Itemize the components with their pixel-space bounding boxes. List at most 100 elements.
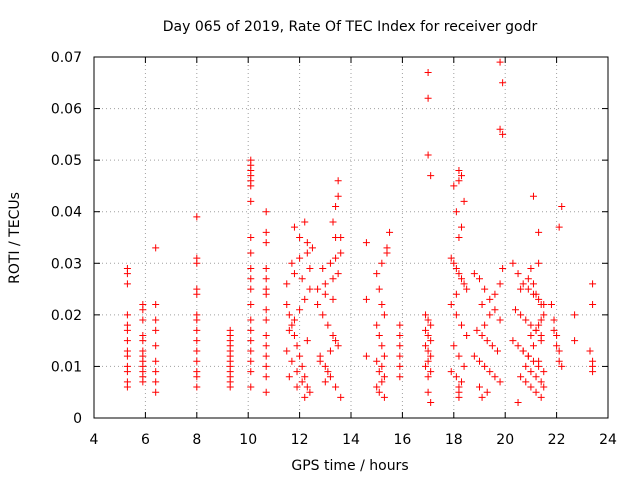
data-point <box>193 383 201 391</box>
data-point <box>332 383 340 391</box>
data-point <box>424 357 432 365</box>
data-point <box>378 301 386 309</box>
data-point <box>262 228 270 236</box>
data-point <box>293 342 301 350</box>
data-point <box>226 383 234 391</box>
data-point <box>378 259 386 267</box>
x-tick-label: 12 <box>291 432 309 448</box>
data-point <box>463 285 471 293</box>
data-point <box>550 326 558 334</box>
data-point <box>123 352 131 360</box>
data-point <box>296 352 304 360</box>
data-point <box>262 362 270 370</box>
data-point <box>247 234 255 241</box>
data-point <box>396 321 404 329</box>
x-axis-label: GPS time / hours <box>291 458 408 474</box>
y-tick-label: 0.04 <box>51 205 82 221</box>
data-point <box>152 326 160 334</box>
data-point <box>332 254 340 262</box>
data-point <box>332 203 340 211</box>
data-point <box>306 264 314 272</box>
data-point <box>319 264 327 272</box>
data-point <box>380 393 388 401</box>
data-point <box>193 316 201 324</box>
data-point <box>476 275 483 283</box>
data-point <box>455 166 463 174</box>
data-point <box>455 393 463 401</box>
data-point <box>298 362 306 370</box>
data-point <box>375 388 383 396</box>
data-point <box>290 331 298 339</box>
x-tick-label: 8 <box>192 432 201 448</box>
data-point <box>460 197 468 205</box>
data-point <box>262 208 270 216</box>
data-point <box>123 280 131 288</box>
data-point <box>532 373 540 381</box>
data-point <box>427 321 435 329</box>
data-point <box>334 192 342 200</box>
data-point <box>427 368 435 376</box>
data-point <box>460 362 468 370</box>
data-point <box>447 368 455 376</box>
data-point <box>496 280 504 288</box>
data-point <box>537 301 545 309</box>
data-point <box>314 285 322 293</box>
data-point <box>486 368 494 376</box>
data-point <box>375 285 383 293</box>
y-tick-label: 0.06 <box>51 102 82 118</box>
data-point <box>452 264 460 272</box>
data-point <box>314 301 322 309</box>
data-point <box>123 326 131 334</box>
data-point <box>483 388 491 396</box>
data-point <box>396 373 404 381</box>
data-point <box>139 306 147 314</box>
data-point <box>321 378 329 386</box>
data-point <box>247 301 255 309</box>
data-point <box>285 373 293 381</box>
data-point <box>247 249 255 257</box>
data-point <box>262 275 270 283</box>
data-point <box>247 337 255 345</box>
data-point <box>306 285 314 293</box>
data-point <box>470 270 478 278</box>
data-point <box>152 357 160 365</box>
y-tick-label: 0.02 <box>51 308 82 324</box>
data-point <box>303 383 311 391</box>
data-point <box>555 347 563 355</box>
data-point <box>478 331 486 339</box>
data-point <box>329 275 337 283</box>
y-tick-label: 0.01 <box>51 359 82 375</box>
data-point <box>450 342 458 350</box>
data-point <box>532 326 540 334</box>
data-point <box>380 373 388 381</box>
data-point <box>571 337 579 345</box>
data-point <box>496 58 504 66</box>
data-point <box>496 378 504 386</box>
data-point <box>455 177 463 185</box>
data-point <box>301 218 309 226</box>
data-point <box>517 373 525 381</box>
data-point <box>553 342 561 350</box>
data-point <box>283 280 291 288</box>
data-point <box>386 228 394 236</box>
data-point <box>152 378 160 386</box>
data-point <box>326 373 334 381</box>
data-point <box>396 362 404 370</box>
data-points <box>123 58 597 407</box>
data-point <box>424 68 432 76</box>
data-point <box>193 373 201 381</box>
data-point <box>427 399 435 407</box>
data-point <box>476 383 483 391</box>
data-point <box>540 311 548 319</box>
y-tick-label: 0.05 <box>51 153 82 169</box>
data-point <box>193 259 201 267</box>
data-point <box>527 331 535 339</box>
data-point <box>337 249 345 257</box>
data-point <box>517 311 525 319</box>
data-point <box>555 357 563 365</box>
data-point <box>262 290 270 298</box>
data-point <box>262 352 270 360</box>
data-point <box>481 285 489 293</box>
data-point <box>522 378 530 386</box>
data-point <box>262 264 270 272</box>
